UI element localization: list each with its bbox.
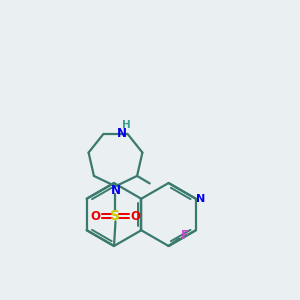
Text: O: O bbox=[90, 209, 100, 223]
Text: H: H bbox=[122, 120, 131, 130]
Text: F: F bbox=[181, 229, 189, 242]
Text: O: O bbox=[130, 209, 141, 223]
Text: N: N bbox=[116, 127, 127, 140]
Text: N: N bbox=[110, 184, 121, 197]
Text: N: N bbox=[196, 194, 205, 204]
Text: S: S bbox=[110, 209, 121, 223]
